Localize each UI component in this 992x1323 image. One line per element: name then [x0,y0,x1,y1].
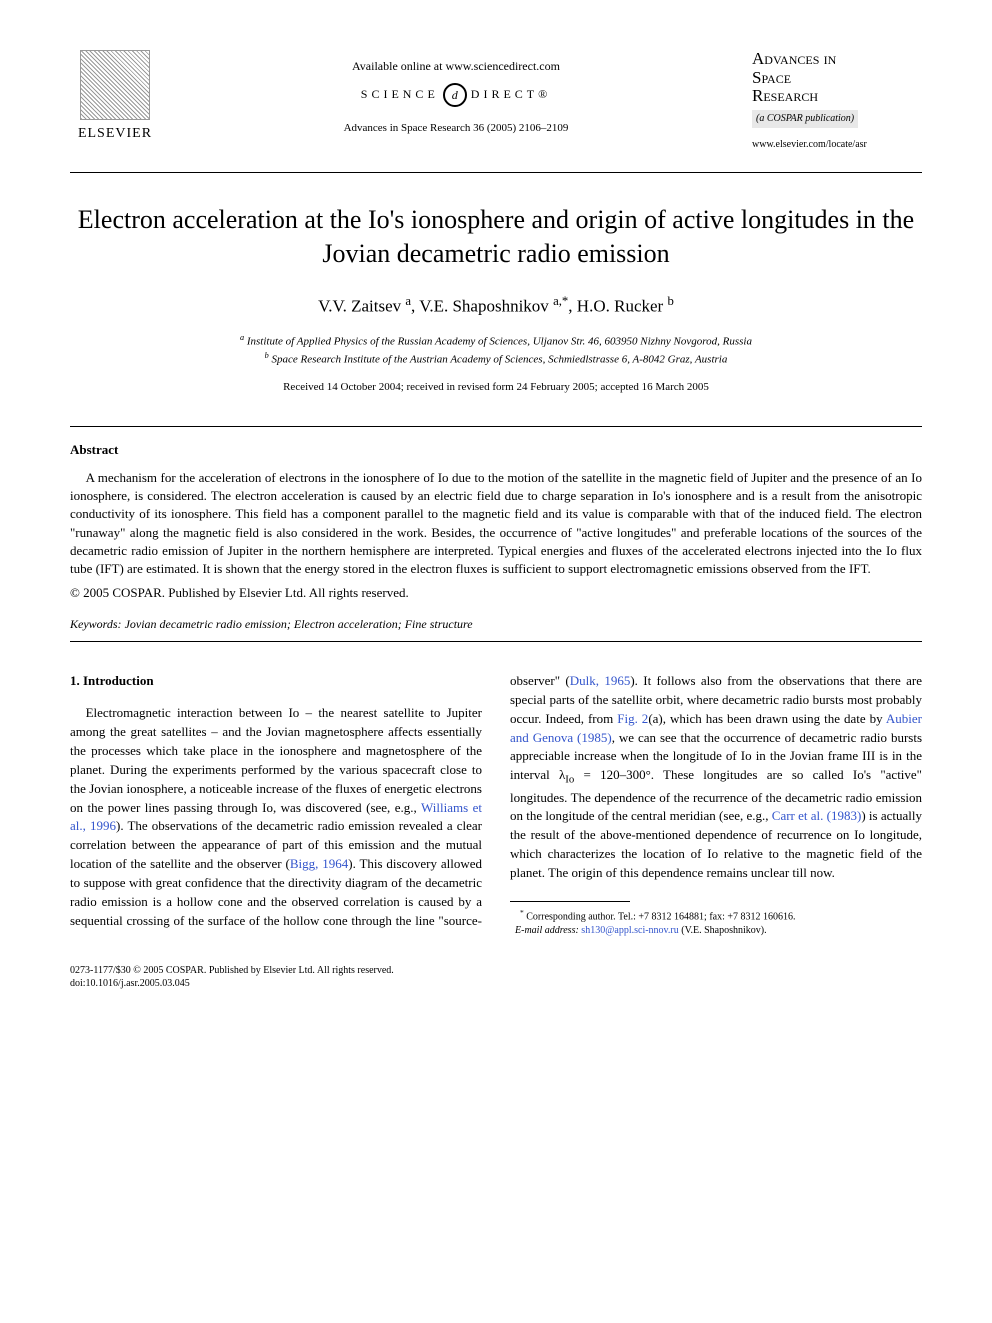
available-online-text: Available online at www.sciencedirect.co… [160,58,752,75]
journal-subtitle: (a COSPAR publication) [752,110,858,128]
keywords-line: Keywords: Jovian decametric radio emissi… [70,616,922,633]
body-columns: 1. Introduction Electromagnetic interact… [70,672,922,938]
footer-doi: doi:10.1016/j.asr.2005.03.045 [70,977,922,990]
elsevier-tree-icon [80,50,150,120]
abstract-text: A mechanism for the acceleration of elec… [70,469,922,578]
journal-name: Advances in Space Research [752,50,922,106]
affiliation-b: Space Research Institute of the Austrian… [272,354,728,366]
journal-citation: Advances in Space Research 36 (2005) 210… [160,121,752,136]
abstract-top-divider [70,426,922,427]
publisher-block: ELSEVIER [70,50,160,144]
header-divider [70,172,922,173]
abstract-copyright: © 2005 COSPAR. Published by Elsevier Ltd… [70,584,922,602]
journal-box: Advances in Space Research (a COSPAR pub… [752,50,922,152]
keywords-label: Keywords: [70,617,122,631]
publisher-name: ELSEVIER [78,124,152,144]
sd-text-right: DIRECT® [471,86,551,103]
corresponding-author-footnote: * Corresponding author. Tel.: +7 8312 16… [510,908,922,938]
affiliations: a Institute of Applied Physics of the Ru… [70,332,922,368]
authors-line: V.V. Zaitsev a, V.E. Shaposhnikov a,*, H… [70,293,922,318]
footnote-divider [510,901,630,902]
article-title: Electron acceleration at the Io's ionosp… [70,203,922,271]
intro-paragraph: Electromagnetic interaction between Io –… [70,672,922,938]
article-dates: Received 14 October 2004; received in re… [70,380,922,395]
journal-url[interactable]: www.elsevier.com/locate/asr [752,138,922,152]
center-header: Available online at www.sciencedirect.co… [160,50,752,136]
keywords-text: Jovian decametric radio emission; Electr… [125,617,473,631]
abstract-bottom-divider [70,641,922,642]
page-header: ELSEVIER Available online at www.science… [70,50,922,152]
sd-circle-icon: d [443,83,467,107]
page-footer: 0273-1177/$30 © 2005 COSPAR. Published b… [70,964,922,990]
sciencedirect-logo: SCIENCE d DIRECT® [361,83,551,107]
abstract-heading: Abstract [70,441,922,459]
section-1-heading: 1. Introduction [70,672,482,690]
affiliation-a: Institute of Applied Physics of the Russ… [247,336,752,348]
footer-copyright: 0273-1177/$30 © 2005 COSPAR. Published b… [70,964,922,977]
sd-text-left: SCIENCE [361,86,439,103]
